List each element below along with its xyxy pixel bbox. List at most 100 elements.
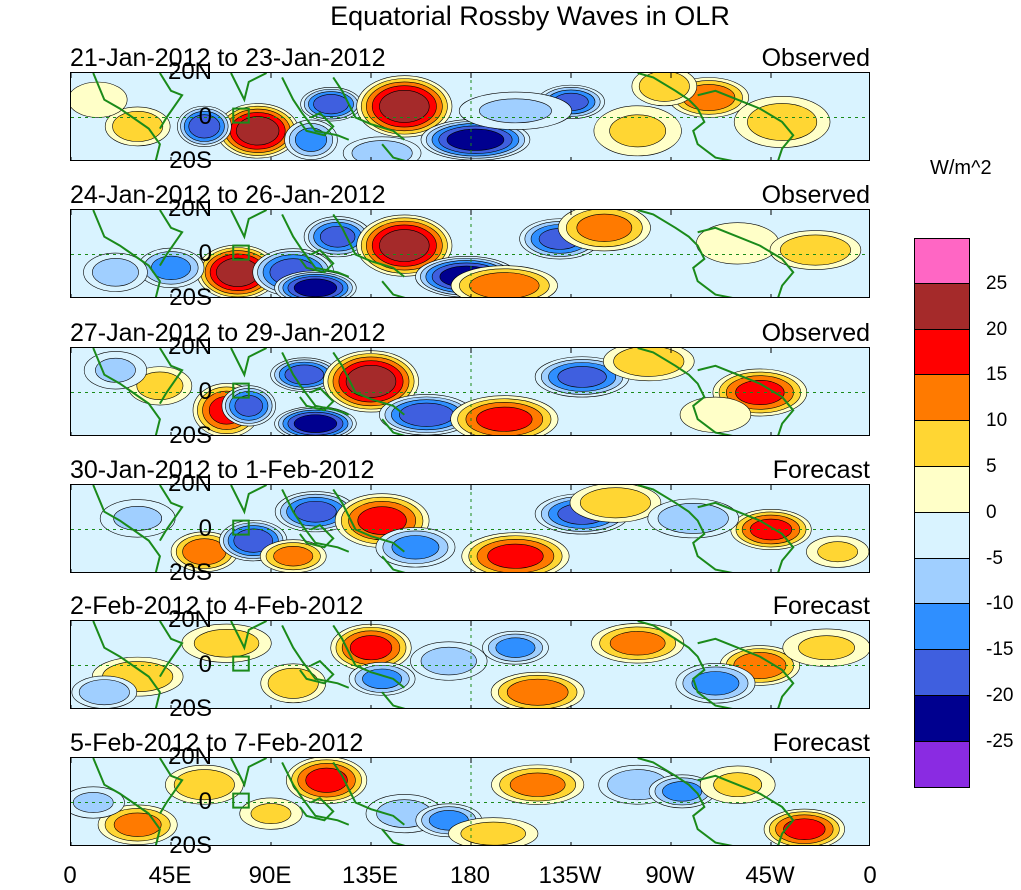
coastline <box>637 758 733 845</box>
anomaly-feature <box>219 520 288 562</box>
lat-tick-label: 20S <box>169 832 212 859</box>
lat-tick-label: 20S <box>169 559 212 586</box>
anomaly-feature <box>448 817 539 845</box>
colorbar-swatch <box>914 421 970 467</box>
contour-level <box>479 98 552 124</box>
panel-type: Forecast <box>772 729 870 757</box>
panel-type: Observed <box>761 181 870 209</box>
lon-tick-label: 90E <box>248 862 292 889</box>
coastline <box>637 485 733 572</box>
lon-tick-label: 90W <box>645 862 695 889</box>
coastline <box>697 637 795 708</box>
contour-level <box>284 364 325 385</box>
colorbar-level-label: -15 <box>986 639 1014 661</box>
anomaly-feature <box>490 671 585 708</box>
contour-level <box>446 128 505 151</box>
coastline <box>332 213 405 278</box>
panel-date-range: 5-Feb-2012 to 7-Feb-2012 <box>70 729 364 757</box>
region-box <box>232 244 250 261</box>
map-panel-6: 5-Feb-2012 to 7-Feb-2012 Forecast <box>70 729 870 846</box>
olr-anomaly-map <box>71 210 869 297</box>
coastlines <box>92 485 795 572</box>
coastline <box>299 796 335 822</box>
contour-level <box>509 772 566 797</box>
anomaly-feature <box>379 394 475 435</box>
anomaly-feature <box>450 395 559 435</box>
anomaly-feature <box>83 351 147 390</box>
contour-level <box>78 679 130 706</box>
anomaly-feature <box>71 675 138 708</box>
coastline <box>381 280 406 297</box>
colorbar-swatch <box>914 695 970 742</box>
contour-level <box>817 541 859 563</box>
colorbar-level-label: 0 <box>986 501 997 523</box>
lon-tick-label: 0 <box>863 862 877 889</box>
anomaly-feature <box>260 663 326 704</box>
lon-tick-label: 135E <box>341 862 399 889</box>
contour-level <box>173 769 235 801</box>
colorbar-units: W/m^2 <box>930 157 992 179</box>
lat-tick-label: 0 <box>198 650 212 678</box>
coastline <box>159 348 184 405</box>
contour-level <box>92 258 139 287</box>
contour-level <box>351 140 413 160</box>
anomaly-feature <box>196 244 279 297</box>
lat-tick-label: 0 <box>198 377 212 405</box>
anomaly-feature <box>410 641 488 681</box>
panel-date-range: 2-Feb-2012 to 4-Feb-2012 <box>70 592 364 620</box>
anomaly-feature <box>675 663 756 704</box>
coastline <box>381 418 406 435</box>
olr-field <box>70 209 870 298</box>
lat-tick-label: 0 <box>198 239 212 267</box>
colorbar-swatch <box>914 466 970 513</box>
olr-anomaly-map <box>71 758 869 845</box>
lat-tick-label: 20S <box>169 695 212 722</box>
coastline <box>332 351 405 416</box>
contour-level <box>362 668 403 689</box>
map-panel-3: 27-Jan-2012 to 29-Jan-2012 Observed <box>70 319 870 436</box>
coastline <box>697 501 795 572</box>
region-box <box>232 382 250 399</box>
lon-tick-label: 45E <box>148 862 192 889</box>
coastline <box>159 621 184 678</box>
olr-anomaly-map <box>71 73 869 160</box>
lat-tick-label: 20N <box>167 58 212 85</box>
anomaly-feature <box>534 356 630 398</box>
anomaly-feature <box>274 406 357 435</box>
olr-field <box>70 757 870 846</box>
colorbar-level-label: -5 <box>986 547 1003 569</box>
coastline <box>92 73 161 160</box>
colorbar <box>914 238 970 788</box>
anomaly-feature <box>181 623 272 663</box>
coastline <box>697 364 795 435</box>
anomaly-feature <box>284 119 338 160</box>
anomaly-feature <box>274 270 357 297</box>
contour-level <box>379 90 430 123</box>
anomaly-feature <box>137 247 205 288</box>
coastline <box>299 659 335 685</box>
olr-field <box>70 620 870 709</box>
contour-level <box>294 500 337 523</box>
coastline <box>281 489 350 553</box>
map-panel-5: 2-Feb-2012 to 4-Feb-2012 Forecast <box>70 592 870 709</box>
region-box <box>232 519 250 536</box>
lat-tick-label: 20S <box>169 284 212 311</box>
anomaly-feature <box>603 348 695 382</box>
anomaly-feature <box>375 527 456 568</box>
contour-level <box>657 502 729 534</box>
coastline <box>299 386 335 412</box>
anomaly-feature <box>97 804 178 845</box>
map-panel-2: 24-Jan-2012 to 26-Jan-2012 Observed <box>70 181 870 298</box>
anomaly-feature <box>782 628 869 667</box>
anomaly-feature <box>461 532 570 572</box>
region-box <box>232 655 250 672</box>
contour-level <box>391 535 440 560</box>
contour-level <box>379 229 430 262</box>
coastlines <box>92 210 795 297</box>
coastlines <box>92 348 795 435</box>
contour-level <box>495 637 536 658</box>
coastline <box>299 523 335 549</box>
coastline <box>159 73 184 130</box>
anomaly-feature <box>356 75 453 138</box>
lat-tick-label: 20N <box>167 333 212 360</box>
